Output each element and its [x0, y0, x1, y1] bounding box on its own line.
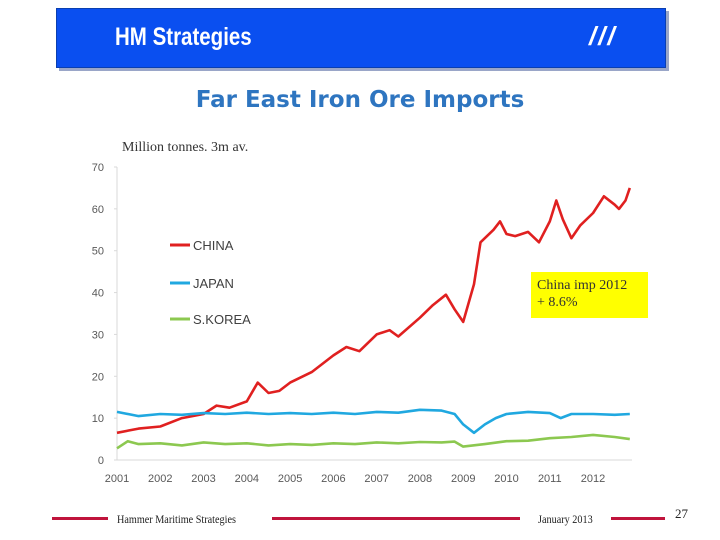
y-tick-label: 60	[92, 204, 104, 216]
x-tick-label: 2006	[321, 473, 345, 485]
brand-title: HM Strategies	[115, 23, 252, 51]
x-tick-label: 2009	[451, 473, 475, 485]
chart-title: Far East Iron Ore Imports	[195, 87, 525, 113]
series-line-china	[116, 187, 632, 435]
footer-rule-middle	[272, 517, 520, 520]
x-tick-label: 2001	[105, 473, 129, 485]
x-tick-label: 2011	[538, 473, 562, 485]
y-tick-label: 0	[98, 455, 104, 467]
y-tick-label: 70	[92, 162, 104, 174]
x-tick-label: 2003	[191, 473, 215, 485]
legend-label: CHINA	[193, 238, 234, 253]
y-tick-label: 20	[92, 371, 104, 383]
y-tick-label: 30	[92, 329, 104, 341]
legend-label: JAPAN	[193, 276, 234, 291]
annotation-line-1: China imp 2012	[537, 278, 628, 293]
annotation-line-2: + 8.6%	[537, 295, 578, 310]
header-banner: HM Strategies ///	[56, 8, 666, 68]
x-tick-label: 2005	[278, 473, 302, 485]
brand-mark: ///	[589, 21, 617, 51]
series-line-japan	[116, 408, 630, 435]
x-tick-label: 2010	[494, 473, 518, 485]
y-tick-label: 50	[92, 246, 104, 258]
footer-rule-right	[611, 517, 665, 520]
x-tick-label: 2004	[235, 473, 259, 485]
x-tick-label: 2012	[581, 473, 605, 485]
legend-label: S.KOREA	[193, 312, 251, 327]
annotation-box: China imp 2012 + 8.6%	[531, 272, 648, 318]
y-tick-label: 40	[92, 288, 104, 300]
footer-company: Hammer Maritime Strategies	[117, 512, 236, 526]
x-tick-label: 2002	[148, 473, 172, 485]
x-tick-label: 2008	[408, 473, 432, 485]
x-tick-label: 2007	[364, 473, 388, 485]
page-number: 27	[675, 506, 688, 521]
series-line-skorea	[116, 433, 630, 450]
footer-date: January 2013	[538, 512, 593, 526]
y-tick-label: 10	[92, 413, 104, 425]
y-unit-label: Million tonnes. 3m av.	[122, 140, 249, 155]
footer-rule-left	[52, 517, 108, 520]
